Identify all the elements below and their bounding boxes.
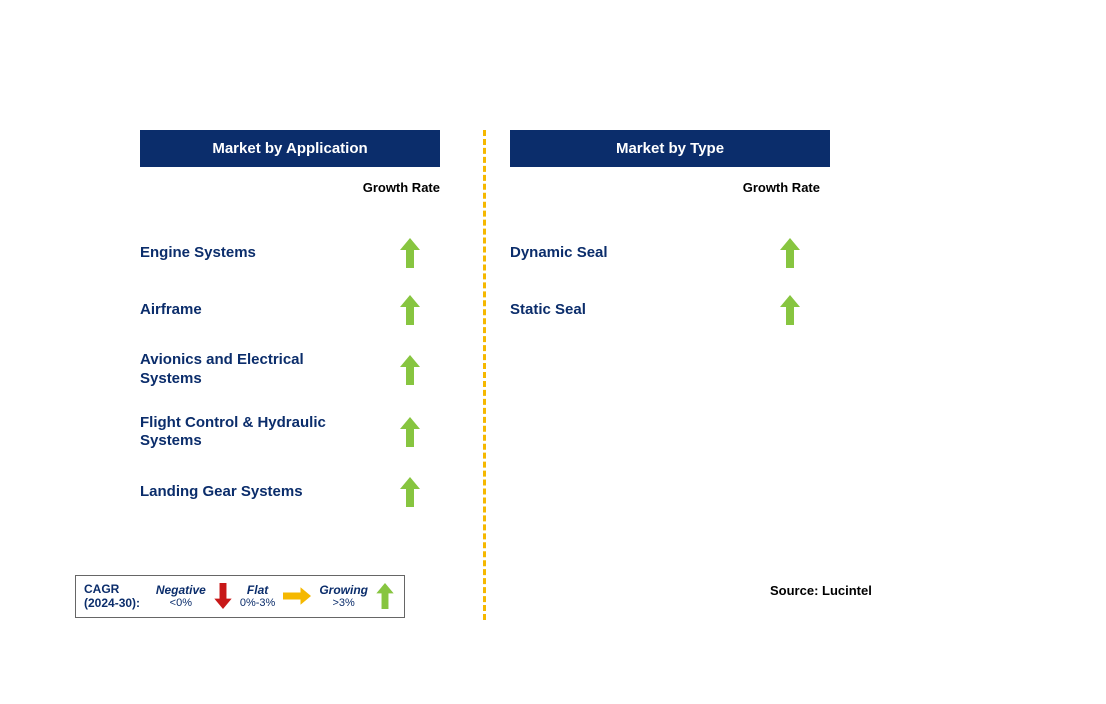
legend-title: Growing [319, 583, 368, 597]
arrow-right-icon [283, 587, 311, 605]
growth-arrow [390, 295, 430, 325]
panel-header-application: Market by Application [140, 130, 440, 167]
growth-arrow [390, 355, 430, 385]
item-row: Landing Gear Systems [140, 476, 460, 508]
item-label: Dynamic Seal [510, 244, 608, 263]
legend-title: Negative [156, 583, 206, 597]
item-row: Airframe [140, 294, 460, 326]
item-label: Engine Systems [140, 244, 256, 263]
legend-range: 0%-3% [240, 597, 275, 610]
item-label: Landing Gear Systems [140, 483, 303, 502]
arrow-up-icon [376, 583, 394, 609]
legend-title: Flat [247, 583, 268, 597]
item-label: Airframe [140, 301, 202, 320]
growth-rate-header-left: Growth Rate [363, 180, 440, 195]
type-items: Dynamic Seal Static Seal [510, 237, 830, 326]
growth-rate-header-right: Growth Rate [743, 180, 820, 195]
cagr-legend: CAGR (2024-30): Negative <0% Flat 0%-3% … [75, 575, 405, 618]
panel-header-type: Market by Type [510, 130, 830, 167]
item-row: Engine Systems [140, 237, 460, 269]
item-label: Flight Control & Hydraulic Systems [140, 414, 350, 452]
growth-arrow [390, 417, 430, 447]
growth-arrow [390, 238, 430, 268]
application-items: Engine Systems Airframe Avionics and Ele… [140, 237, 460, 508]
legend-range: >3% [333, 597, 355, 610]
arrow-down-icon [214, 583, 232, 609]
legend-segment-flat: Flat 0%-3% [240, 583, 275, 611]
legend-period-label: CAGR (2024-30): [84, 582, 150, 611]
item-row: Flight Control & Hydraulic Systems [140, 414, 460, 452]
source-attribution: Source: Lucintel [770, 583, 872, 598]
item-row: Dynamic Seal [510, 237, 830, 269]
market-by-application-panel: Market by Application Growth Rate Engine… [140, 130, 460, 533]
item-label: Avionics and Electrical Systems [140, 351, 350, 389]
item-label: Static Seal [510, 301, 586, 320]
vertical-divider [483, 130, 486, 620]
legend-range: <0% [170, 597, 192, 610]
growth-arrow [770, 238, 810, 268]
item-row: Static Seal [510, 294, 830, 326]
legend-segment-growing: Growing >3% [319, 583, 368, 611]
growth-arrow [770, 295, 810, 325]
growth-arrow [390, 477, 430, 507]
market-by-type-panel: Market by Type Growth Rate Dynamic Seal … [510, 130, 830, 351]
item-row: Avionics and Electrical Systems [140, 351, 460, 389]
legend-segment-negative: Negative <0% [156, 583, 206, 611]
